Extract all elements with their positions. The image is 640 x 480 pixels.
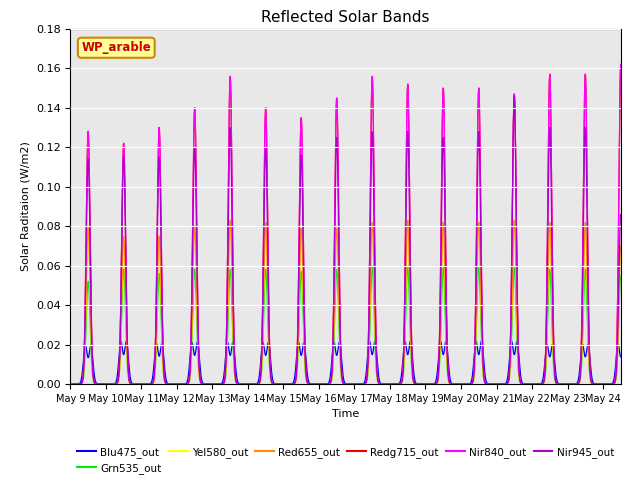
Nir840_out	[548, 191, 556, 196]
Nir840_out	[477, 260, 485, 266]
Nir945_out	[477, 278, 485, 284]
Redg715_out	[67, 381, 74, 387]
Nir945_out	[628, 381, 636, 387]
Blu475_out	[67, 381, 74, 387]
Nir945_out	[67, 381, 74, 387]
Red655_out	[514, 348, 522, 354]
Line: Yel580_out: Yel580_out	[70, 220, 639, 384]
Title: Reflected Solar Bands: Reflected Solar Bands	[261, 10, 430, 25]
Grn535_out	[428, 381, 435, 387]
Yel580_out	[635, 381, 640, 387]
Nir945_out	[514, 324, 522, 330]
Nir840_out	[428, 381, 435, 387]
Yel580_out	[67, 381, 74, 387]
Nir840_out	[628, 381, 636, 387]
Grn535_out	[67, 381, 74, 387]
Blu475_out	[365, 338, 373, 344]
Nir945_out	[510, 93, 518, 99]
Nir945_out	[635, 381, 640, 387]
Redg715_out	[635, 381, 640, 387]
Legend: Blu475_out, Grn535_out, Yel580_out, Red655_out, Redg715_out, Nir840_out, Nir945_: Blu475_out, Grn535_out, Yel580_out, Red6…	[73, 443, 618, 478]
Grn535_out	[183, 381, 191, 387]
Red655_out	[67, 381, 74, 387]
Redg715_out	[514, 313, 522, 319]
Grn535_out	[548, 317, 556, 323]
Red655_out	[510, 217, 518, 223]
Line: Grn535_out: Grn535_out	[70, 267, 639, 384]
Grn535_out	[477, 334, 485, 339]
Nir945_out	[548, 238, 556, 243]
Nir840_out	[635, 381, 640, 387]
Yel580_out	[514, 348, 522, 354]
Blu475_out	[477, 338, 485, 344]
Nir840_out	[183, 381, 191, 387]
Red655_out	[477, 315, 485, 321]
Yel580_out	[183, 381, 191, 387]
Blu475_out	[428, 381, 435, 387]
Line: Nir840_out: Nir840_out	[70, 64, 639, 384]
Nir945_out	[183, 381, 191, 387]
Blu475_out	[628, 381, 636, 387]
Yel580_out	[428, 381, 435, 387]
Yel580_out	[477, 315, 485, 321]
Grn535_out	[628, 381, 636, 387]
Nir840_out	[67, 381, 74, 387]
Grn535_out	[510, 264, 518, 270]
Red655_out	[428, 381, 435, 387]
Blu475_out	[183, 380, 191, 385]
Blu475_out	[514, 341, 522, 347]
Yel580_out	[548, 293, 556, 299]
Y-axis label: Solar Raditaion (W/m2): Solar Raditaion (W/m2)	[20, 142, 30, 271]
Line: Red655_out: Red655_out	[70, 220, 639, 384]
Red655_out	[628, 381, 636, 387]
Nir945_out	[428, 381, 435, 387]
Redg715_out	[617, 61, 625, 67]
Red655_out	[635, 381, 640, 387]
Grn535_out	[514, 358, 522, 364]
X-axis label: Time: Time	[332, 409, 359, 419]
Grn535_out	[635, 381, 640, 387]
Redg715_out	[548, 191, 556, 196]
Redg715_out	[183, 381, 191, 387]
Blu475_out	[635, 381, 640, 387]
Red655_out	[183, 381, 191, 387]
Redg715_out	[477, 260, 485, 266]
Text: WP_arable: WP_arable	[81, 41, 151, 54]
Line: Redg715_out: Redg715_out	[70, 64, 639, 384]
Redg715_out	[428, 381, 435, 387]
Nir840_out	[514, 313, 522, 319]
Blu475_out	[548, 343, 556, 349]
Line: Nir945_out: Nir945_out	[70, 96, 639, 384]
Red655_out	[548, 290, 556, 296]
Yel580_out	[510, 217, 518, 223]
Nir840_out	[617, 61, 625, 67]
Line: Blu475_out: Blu475_out	[70, 341, 639, 384]
Yel580_out	[628, 381, 636, 387]
Redg715_out	[628, 381, 636, 387]
